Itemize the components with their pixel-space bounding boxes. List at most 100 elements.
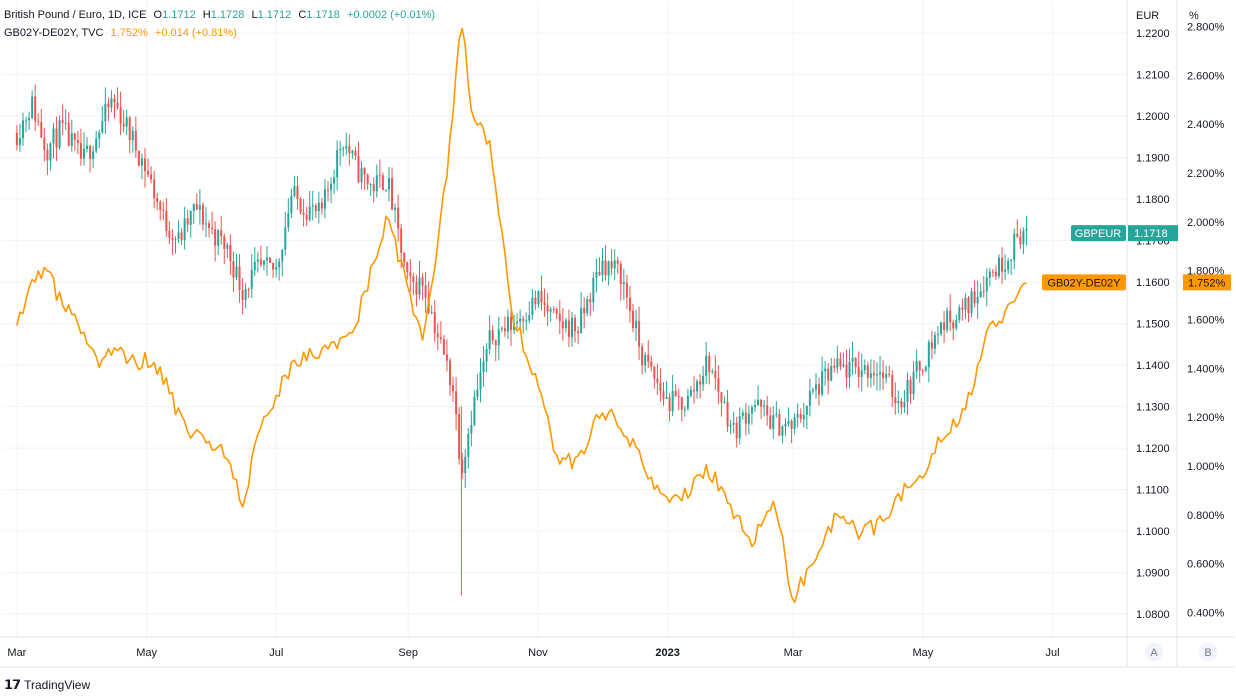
candle-body (982, 291, 985, 293)
candle-body (970, 291, 973, 314)
candle-body (769, 415, 772, 430)
candle-body (229, 244, 232, 262)
candle-body (25, 120, 28, 122)
candle-body (201, 205, 204, 225)
candle-body (92, 151, 95, 159)
candle-body (223, 236, 226, 249)
gbpeur-name-tag-text: GBPEUR (1075, 228, 1122, 240)
tradingview-logo-text: TradingView (24, 678, 91, 692)
x-tick-label: May (912, 647, 933, 659)
candle-body (622, 282, 625, 285)
candle-body (891, 375, 894, 398)
candle-body (147, 171, 150, 175)
eur-tick-label: 1.1300 (1136, 402, 1170, 414)
candle-body (433, 312, 436, 334)
candle-body (378, 175, 381, 177)
candle-body (872, 373, 875, 376)
candle-body (122, 123, 125, 127)
candle-body (366, 174, 369, 185)
candle-body (894, 397, 897, 404)
candle-body (546, 305, 549, 312)
candle-body (592, 277, 595, 303)
eur-tick-label: 1.1100 (1136, 485, 1169, 497)
candle-body (409, 272, 412, 277)
high-value: 1.1728 (210, 9, 245, 21)
candle-body (320, 202, 323, 209)
eur-tick-label: 1.2200 (1136, 28, 1170, 40)
candle-body (293, 186, 296, 196)
candle-body (549, 309, 552, 312)
spread-name-tag (1042, 274, 1126, 291)
candle-body (997, 257, 1000, 277)
candle-body (589, 299, 592, 303)
candle-body (55, 128, 58, 148)
candle-body (305, 215, 308, 220)
candle-body (564, 320, 567, 329)
candle-body (418, 277, 421, 295)
candle-body (763, 405, 766, 407)
candle-body (308, 206, 311, 220)
candle-body (903, 402, 906, 408)
candle-body (259, 259, 262, 265)
candle-body (854, 358, 857, 368)
candle-body (976, 297, 979, 304)
candle-body (781, 426, 784, 436)
candle-body (275, 267, 278, 270)
candle-body (720, 392, 723, 403)
candle-body (86, 145, 89, 149)
candle-body (339, 148, 342, 151)
percent-axis-unit: % (1189, 10, 1199, 22)
candle-body (195, 203, 198, 210)
candle-body (430, 312, 433, 314)
candle-body (574, 317, 577, 332)
eur-tick-label: 1.1000 (1136, 526, 1170, 538)
candle-body (753, 405, 756, 408)
candle-body (824, 368, 827, 372)
candle-body (488, 330, 491, 350)
candle-body (656, 378, 659, 383)
candle-body (869, 373, 872, 378)
candle-body (805, 405, 808, 415)
tradingview-branding[interactable]: 𝟭𝟳 TradingView (4, 677, 90, 693)
eur-tick-label: 1.1500 (1136, 319, 1170, 331)
candle-body (711, 371, 714, 373)
candle-body (153, 179, 156, 198)
scale-button-b[interactable] (1199, 643, 1217, 661)
candle-body (799, 413, 802, 420)
candle-body (314, 205, 317, 212)
candle-body (814, 384, 817, 390)
eur-tick-label: 1.1800 (1136, 194, 1170, 206)
candle-body (107, 103, 110, 108)
scale-button-a[interactable] (1145, 643, 1163, 661)
candle-body (787, 420, 790, 424)
candle-body (250, 270, 253, 290)
x-tick-label: Mar (784, 647, 803, 659)
eur-axis-unit: EUR (1136, 10, 1159, 22)
candle-body (354, 150, 357, 156)
low-label: L (251, 9, 258, 21)
candle-body (741, 412, 744, 417)
candle-body (244, 288, 247, 301)
secondary-value: 1.752% (110, 27, 148, 39)
candle-body (635, 321, 638, 329)
candle-body (955, 319, 958, 329)
candle-body (866, 365, 869, 378)
candle-body (323, 189, 326, 209)
low-value: 1.1712 (257, 9, 292, 21)
candle-body (726, 401, 729, 427)
candle-body (336, 150, 339, 178)
candle-body (125, 117, 128, 127)
candle-body (369, 184, 372, 186)
candle-body (281, 249, 284, 262)
candle-body (140, 158, 143, 166)
candle-body (860, 370, 863, 378)
candle-body (875, 374, 878, 376)
candle-body (964, 297, 967, 310)
candle-body (952, 322, 955, 329)
candle-body (885, 374, 888, 379)
candle-body (665, 397, 668, 399)
x-tick-label: Jul (1046, 647, 1060, 659)
candle-body (677, 396, 680, 398)
candle-body (555, 309, 558, 314)
